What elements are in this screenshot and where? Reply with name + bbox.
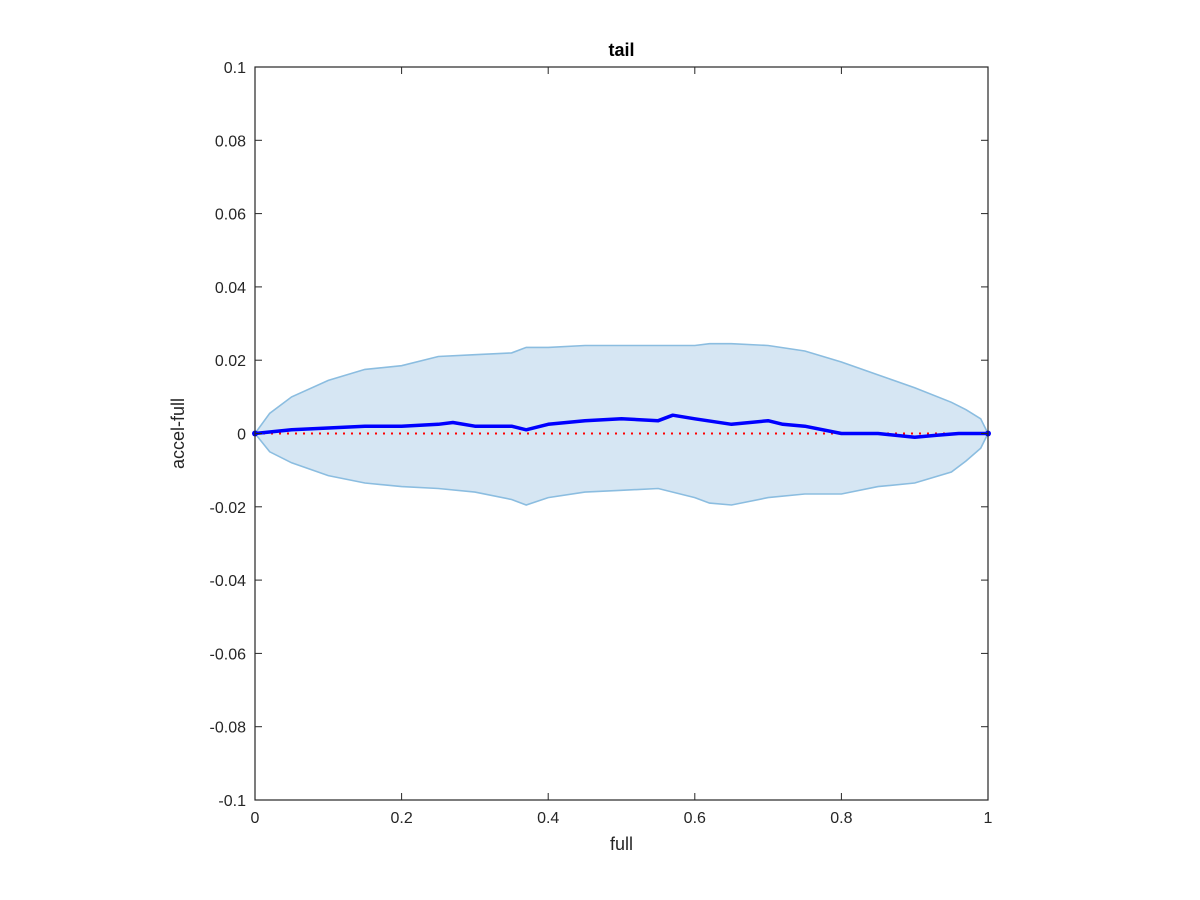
x-tick-label: 0: [251, 810, 260, 827]
y-tick-label: 0.08: [215, 133, 246, 150]
band-lower-edge: [254, 432, 989, 506]
y-tick-label: 0.1: [224, 60, 246, 77]
y-tick-label: -0.04: [210, 573, 247, 590]
y-tick-label: -0.06: [210, 646, 247, 663]
y-tick-label: -0.02: [210, 500, 247, 517]
x-axis-title: full: [610, 834, 633, 854]
y-tick-label: -0.08: [210, 720, 247, 737]
y-axis-title: accel-full: [168, 398, 188, 469]
band-layer: [254, 342, 989, 506]
y-tick-label: 0.04: [215, 280, 246, 297]
x-tick-label: 0.6: [684, 810, 706, 827]
y-tick-label: 0.06: [215, 207, 246, 224]
y-tick-label: -0.1: [218, 793, 246, 810]
chart-title: tail: [608, 40, 634, 60]
x-tick-label: 0.4: [537, 810, 559, 827]
band-upper-edge: [254, 342, 989, 434]
x-tick-label: 1: [984, 810, 993, 827]
y-tick-label: 0: [237, 427, 246, 444]
mean-line: [254, 413, 988, 439]
x-tick-label: 0.8: [830, 810, 852, 827]
tick-layer: 0 0.2 0.4 0.6 0.8 1 -0.1 -0.08 -0.06 -0.04 -0.02 0 0…: [210, 60, 993, 827]
series-layer: [252, 413, 991, 439]
band-fill: [255, 343, 988, 505]
y-tick-label: 0.02: [215, 353, 246, 370]
x-tick-label: 0.2: [390, 810, 412, 827]
